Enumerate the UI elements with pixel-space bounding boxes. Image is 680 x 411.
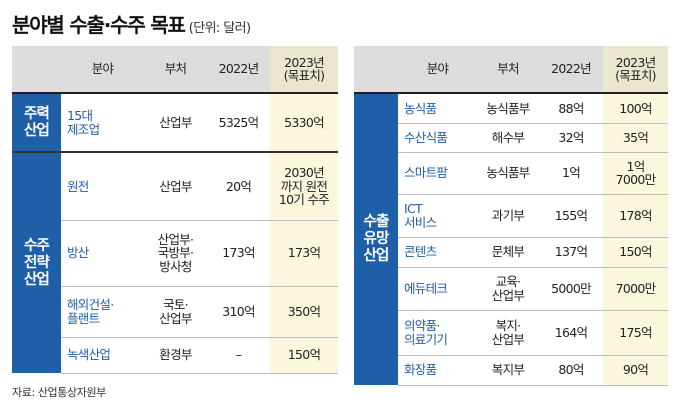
cell-2023: 7000만 <box>603 267 668 311</box>
table-row: 콘텐츠 문체부 137억 150억 <box>354 237 668 268</box>
left-header-row: 분야 부처 2022년 2023년 (목표치) <box>12 46 338 94</box>
table-row: 화장품 복지부 80억 90억 <box>354 355 668 386</box>
cell-field: 의약품· 의료기기 <box>398 310 477 356</box>
cell-ministry: 복지· 산업부 <box>477 310 539 356</box>
cell-field: 수산식품 <box>398 123 477 153</box>
unit-note: (단위: 달러) <box>188 21 251 36</box>
header-2022: 2022년 <box>207 46 270 94</box>
table-row: 의약품· 의료기기 복지· 산업부 164억 175억 <box>354 310 668 356</box>
cell-2023: 173억 <box>270 220 338 287</box>
cell-2023: 150억 <box>603 237 668 268</box>
cell-ministry: 복지부 <box>477 355 539 386</box>
header-field: 분야 <box>61 46 144 94</box>
section-label-main-industry: 주력 산업 <box>12 93 61 153</box>
cell-2022: 5325억 <box>207 93 270 153</box>
cell-2023: 2030년 까지 원전 10기 수주 <box>270 152 338 221</box>
cell-ministry: 농식품부 <box>477 93 539 124</box>
cell-ministry: 산업부 <box>144 93 207 153</box>
table-row: 방산 산업부· 국방부· 방사청 173억 173억 <box>12 220 338 287</box>
cell-ministry: 과기부 <box>477 194 539 238</box>
header-blank <box>12 46 61 94</box>
cell-2023: 150억 <box>270 337 338 374</box>
left-table: 분야 부처 2022년 2023년 (목표치) 주력 산업 15대 제조업 산업… <box>12 46 338 374</box>
cell-field: 원전 <box>61 152 144 221</box>
header-blank <box>354 46 398 94</box>
cell-2023: 175억 <box>603 310 668 356</box>
table-row: 스마트팜 농식품부 1억 1억 7000만 <box>354 152 668 195</box>
cell-2022: 80억 <box>539 355 603 386</box>
cell-ministry: 문체부 <box>477 237 539 268</box>
cell-2023: 100억 <box>603 93 668 124</box>
cell-2022: – <box>207 337 270 374</box>
cell-2022: 88억 <box>539 93 603 124</box>
right-header-row: 분야 부처 2022년 2023년 (목표치) <box>354 46 668 94</box>
cell-field: ICT 서비스 <box>398 194 477 238</box>
header-2023-target: 2023년 (목표치) <box>270 46 338 94</box>
cell-field: 화장품 <box>398 355 477 386</box>
cell-2022: 1억 <box>539 152 603 195</box>
cell-2022: 5000만 <box>539 267 603 311</box>
header-2022: 2022년 <box>539 46 603 94</box>
table-row: 수출 유망 산업 농식품 농식품부 88억 100억 <box>354 93 668 385</box>
cell-2022: 173억 <box>207 220 270 287</box>
cell-2023: 178억 <box>603 194 668 238</box>
cell-field: 에듀테크 <box>398 267 477 311</box>
table-row: ICT 서비스 과기부 155억 178억 <box>354 194 668 238</box>
cell-field: 스마트팜 <box>398 152 477 195</box>
table-row: 수산식품 해수부 32억 35억 <box>354 123 668 153</box>
header-ministry: 부처 <box>477 46 539 94</box>
cell-ministry: 해수부 <box>477 123 539 153</box>
table-row: 녹색산업 환경부 – 150억 <box>12 337 338 374</box>
cell-field: 녹색산업 <box>61 337 144 374</box>
table-row: 해외건설· 플랜트 국토· 산업부 310억 350억 <box>12 286 338 338</box>
cell-2023: 350억 <box>270 286 338 338</box>
table-row: 수주 전략 산업 원전 산업부 20억 2030년 까지 원전 10기 수주 <box>12 152 338 373</box>
cell-2023: 5330억 <box>270 93 338 153</box>
cell-field: 농식품 <box>398 93 477 124</box>
cell-2023: 1억 7000만 <box>603 152 668 195</box>
cell-ministry: 산업부 <box>144 152 207 221</box>
cell-ministry: 환경부 <box>144 337 207 374</box>
cell-2022: 164억 <box>539 310 603 356</box>
section-label-export-promising: 수출 유망 산업 <box>354 93 398 385</box>
header-2023-target: 2023년 (목표치) <box>603 46 668 94</box>
cell-ministry: 교육· 산업부 <box>477 267 539 311</box>
source-note: 자료: 산업통상자원부 <box>12 386 106 399</box>
cell-2022: 137억 <box>539 237 603 268</box>
cell-field: 콘텐츠 <box>398 237 477 268</box>
cell-2022: 20억 <box>207 152 270 221</box>
cell-ministry: 농식품부 <box>477 152 539 195</box>
cell-field: 15대 제조업 <box>61 93 144 153</box>
cell-ministry: 국토· 산업부 <box>144 286 207 338</box>
cell-2023: 35억 <box>603 123 668 153</box>
page-title: 분야별 수출·수주 목표 (단위: 달러) <box>12 9 251 38</box>
cell-2022: 155억 <box>539 194 603 238</box>
cell-2022: 310억 <box>207 286 270 338</box>
cell-2022: 32억 <box>539 123 603 153</box>
cell-2023: 90억 <box>603 355 668 386</box>
title-text: 분야별 수출·수주 목표 <box>12 13 186 37</box>
right-table: 분야 부처 2022년 2023년 (목표치) 수출 유망 산업 농식품 농식품… <box>354 46 668 386</box>
header-ministry: 부처 <box>144 46 207 94</box>
cell-field: 해외건설· 플랜트 <box>61 286 144 338</box>
table-row: 주력 산업 15대 제조업 산업부 5325억 5330억 <box>12 93 338 153</box>
section-label-order-strategy: 수주 전략 산업 <box>12 152 61 373</box>
cell-ministry: 산업부· 국방부· 방사청 <box>144 220 207 287</box>
table-row: 에듀테크 교육· 산업부 5000만 7000만 <box>354 267 668 311</box>
header-field: 분야 <box>398 46 477 94</box>
cell-field: 방산 <box>61 220 144 287</box>
